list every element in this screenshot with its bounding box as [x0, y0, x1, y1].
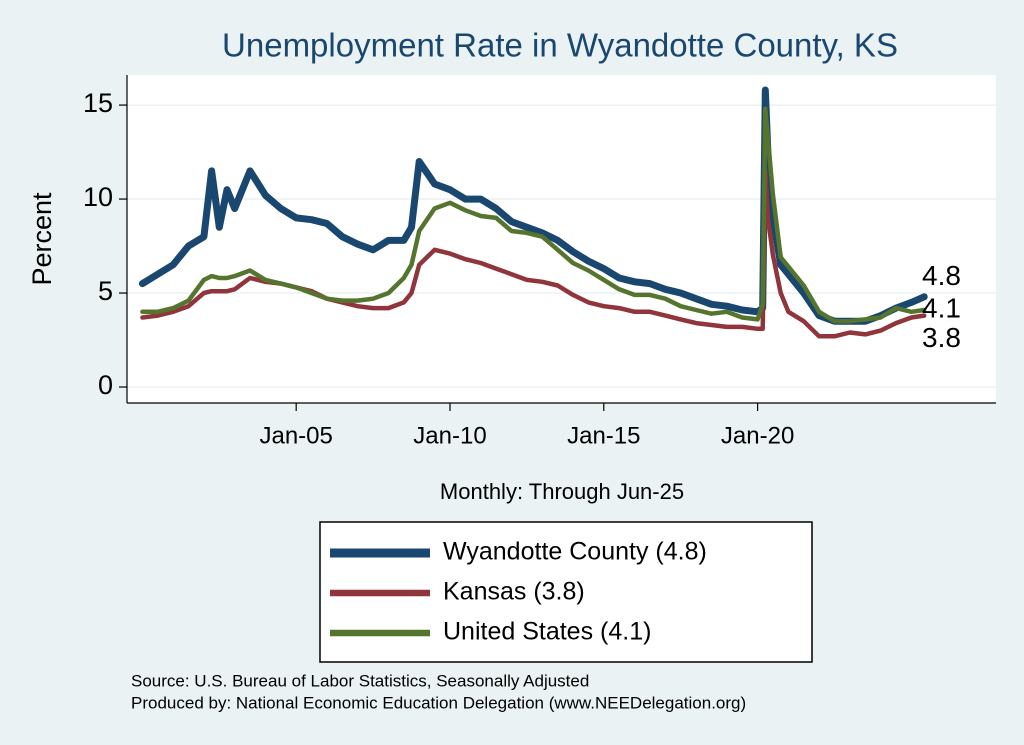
x-tick-label: Jan-15 — [567, 422, 640, 449]
end-label: 3.8 — [922, 322, 961, 353]
series-line — [140, 106, 927, 324]
legend-label: Wyandotte County (4.8) — [443, 538, 707, 566]
end-label: 4.8 — [922, 260, 961, 291]
x-tick-label: Jan-10 — [413, 422, 486, 449]
x-axis-label: Monthly: Through Jun-25 — [440, 479, 684, 504]
legend-label: United States (4.1) — [443, 618, 651, 646]
x-tick-label: Jan-05 — [259, 422, 332, 449]
end-label: 4.1 — [922, 292, 961, 323]
y-tick-label: 5 — [98, 276, 113, 306]
y-tick-label: 15 — [83, 88, 113, 118]
series-line — [138, 86, 928, 325]
y-tick-label: 0 — [98, 370, 113, 400]
chart-title: Unemployment Rate in Wyandotte County, K… — [222, 27, 898, 64]
y-tick-label: 10 — [83, 182, 113, 212]
y-axis-label: Percent — [27, 192, 57, 286]
legend-label: Kansas (3.8) — [443, 578, 585, 606]
x-tick-label: Jan-20 — [721, 422, 794, 449]
source-note: Source: U.S. Bureau of Labor Statistics,… — [131, 671, 589, 690]
producer-note: Produced by: National Economic Education… — [131, 693, 746, 712]
series-line — [140, 168, 927, 339]
